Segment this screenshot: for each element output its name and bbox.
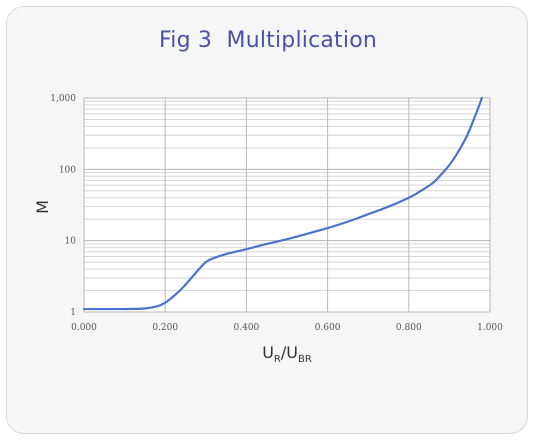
- y-axis-label: M: [33, 200, 52, 214]
- x-tick-labels: 0.000 0.200 0.400 0.600 0.800 1.000: [71, 323, 503, 333]
- plot-frame: [83, 97, 491, 313]
- y-tick-label: 100: [59, 165, 76, 175]
- x-tick-label: 0.000: [71, 323, 97, 333]
- x-axis-label-sub1: R: [274, 354, 281, 365]
- x-tick-label: 0.800: [396, 323, 422, 333]
- x-axis-label: UR/UBR: [262, 343, 312, 365]
- grid-lines: [83, 97, 491, 313]
- y-tick-labels: 1 10 100 1,000: [50, 94, 76, 318]
- figure-title: Fig 3 Multiplication: [159, 28, 377, 53]
- y-tick-label: 1: [70, 308, 76, 318]
- x-tick-label: 0.400: [234, 323, 260, 333]
- x-axis-label-main: U: [262, 343, 274, 362]
- x-axis-label-sep: /U: [281, 343, 298, 362]
- x-axis-label-sub2: BR: [298, 354, 312, 365]
- y-tick-label: 1,000: [50, 94, 76, 104]
- y-tick-label: 10: [65, 237, 77, 247]
- series-line: [82, 96, 483, 311]
- x-tick-label: 0.600: [315, 323, 341, 333]
- x-tick-label: 0.200: [152, 323, 178, 333]
- x-tick-label: 1.000: [477, 323, 503, 333]
